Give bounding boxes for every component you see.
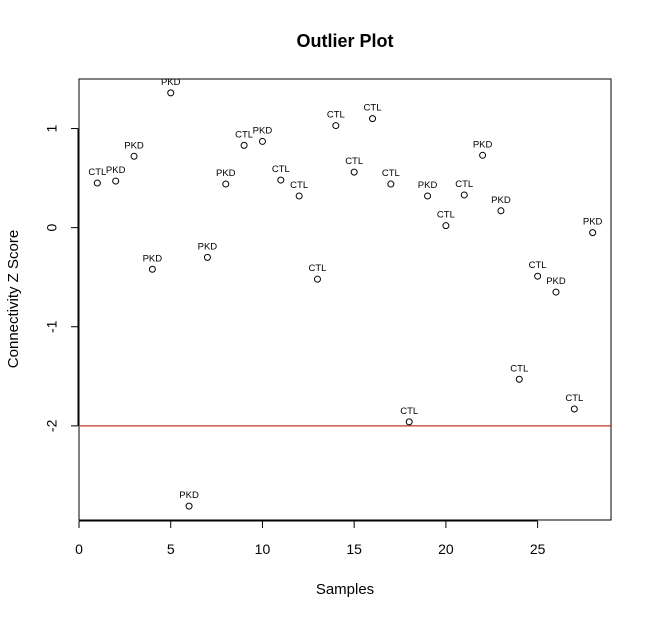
data-point — [369, 115, 377, 123]
data-point-label: PKD — [124, 140, 144, 151]
data-point-label: CTL — [565, 393, 583, 404]
data-point-label: PKD — [198, 241, 218, 252]
data-point — [112, 177, 120, 185]
data-point — [515, 375, 523, 383]
plot-frame — [78, 78, 612, 521]
x-tick-label: 10 — [255, 541, 271, 557]
data-point-label: CTL — [290, 180, 308, 191]
x-tick-label: 5 — [167, 541, 175, 557]
y-tick-label: 1 — [44, 124, 60, 132]
data-point — [479, 151, 487, 159]
data-point-label: PKD — [161, 77, 181, 88]
x-tick-label: 15 — [346, 541, 362, 557]
data-point-label: PKD — [143, 253, 163, 264]
data-point-label: CTL — [364, 103, 382, 114]
data-point — [277, 176, 285, 184]
x-axis: 0 5 10 15 20 25 — [75, 520, 546, 557]
data-point-label: PKD — [473, 139, 493, 150]
data-point — [570, 405, 578, 413]
y-tick-label: -1 — [44, 320, 60, 333]
data-point — [295, 192, 303, 200]
chart-title: Outlier Plot — [296, 31, 393, 51]
data-point — [387, 180, 395, 188]
x-axis-label: Samples — [316, 581, 374, 598]
data-point — [203, 253, 211, 261]
data-point — [167, 89, 175, 97]
data-point — [240, 141, 248, 149]
data-point — [589, 229, 597, 237]
y-axis-label: Connectivity Z Score — [5, 230, 22, 368]
data-point-label: PKD — [179, 490, 199, 501]
data-point-label: PKD — [583, 217, 603, 228]
data-point-label: PKD — [253, 125, 273, 136]
data-point-label: CTL — [345, 156, 363, 167]
data-point — [185, 502, 193, 510]
data-point — [534, 272, 542, 280]
data-point — [332, 122, 340, 130]
data-point-label: PKD — [491, 195, 511, 206]
data-point — [93, 179, 101, 187]
data-point-label: PKD — [546, 276, 566, 287]
data-point — [222, 180, 230, 188]
data-point — [460, 191, 468, 199]
data-point — [258, 137, 266, 145]
x-tick-label: 20 — [438, 541, 454, 557]
data-point — [313, 275, 321, 283]
data-point — [130, 152, 138, 160]
data-point — [442, 222, 450, 230]
y-axis: -2 -1 0 1 — [44, 124, 79, 432]
data-point-label: CTL — [88, 167, 106, 178]
x-tick-label: 0 — [75, 541, 83, 557]
data-point-label: CTL — [437, 210, 455, 221]
data-point-label: PKD — [418, 180, 438, 191]
data-point — [497, 207, 505, 215]
x-tick-label: 25 — [530, 541, 546, 557]
data-point-label: CTL — [455, 179, 473, 190]
data-point-label: CTL — [510, 363, 528, 374]
data-point-label: CTL — [309, 263, 327, 274]
data-point-label: PKD — [216, 168, 236, 179]
y-tick-label: -2 — [44, 419, 60, 432]
data-point-label: CTL — [272, 164, 290, 175]
data-point-label: CTL — [235, 129, 253, 140]
data-point — [148, 265, 156, 273]
data-point-label: CTL — [327, 110, 345, 121]
data-point-label: CTL — [529, 260, 547, 271]
data-point-label: CTL — [400, 406, 418, 417]
data-point-label: PKD — [106, 165, 126, 176]
data-point — [424, 192, 432, 200]
data-point-label: CTL — [382, 168, 400, 179]
data-point — [552, 288, 560, 296]
data-point — [405, 418, 413, 426]
data-point — [350, 168, 358, 176]
y-tick-label: 0 — [44, 224, 60, 232]
